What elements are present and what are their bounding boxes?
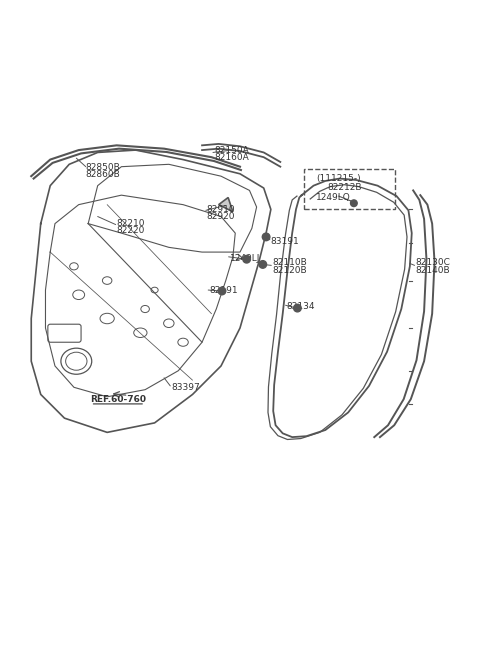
Text: REF.60-760: REF.60-760 [91, 395, 146, 403]
Text: 82850B: 82850B [86, 163, 120, 172]
Text: 82920: 82920 [207, 212, 235, 221]
Text: 82160A: 82160A [214, 153, 249, 161]
Circle shape [294, 304, 301, 312]
Text: 82910: 82910 [207, 205, 235, 214]
Text: 83191: 83191 [271, 237, 300, 246]
Circle shape [259, 260, 266, 268]
Text: 82134: 82134 [287, 302, 315, 311]
Text: 82191: 82191 [209, 287, 238, 295]
Text: 82150A: 82150A [214, 146, 249, 155]
Text: 82860B: 82860B [86, 171, 120, 179]
Text: 82212B: 82212B [328, 183, 362, 192]
Text: 82120B: 82120B [272, 266, 307, 275]
Text: (111215-): (111215-) [316, 174, 360, 183]
Text: 82130C: 82130C [416, 258, 450, 267]
Text: 83397: 83397 [171, 383, 200, 392]
Text: 1249LJ: 1249LJ [229, 254, 260, 263]
Text: 1249LQ: 1249LQ [316, 193, 351, 202]
Text: 82110B: 82110B [272, 258, 307, 267]
Text: 82210: 82210 [117, 219, 145, 228]
Polygon shape [219, 197, 233, 212]
Circle shape [243, 255, 251, 263]
Text: 82140B: 82140B [416, 266, 450, 275]
Circle shape [262, 233, 270, 241]
Circle shape [218, 287, 226, 295]
Circle shape [350, 200, 357, 207]
Text: 82220: 82220 [117, 226, 145, 236]
